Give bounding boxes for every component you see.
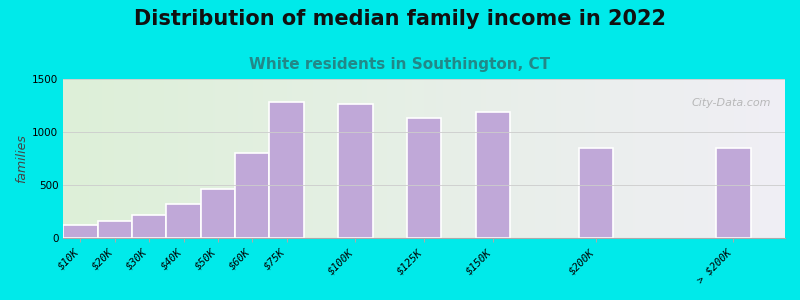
- Bar: [476, 112, 510, 238]
- Bar: [132, 215, 166, 238]
- Text: Distribution of median family income in 2022: Distribution of median family income in …: [134, 9, 666, 29]
- Y-axis label: families: families: [15, 134, 28, 183]
- Bar: [166, 204, 201, 238]
- Text: City-Data.com: City-Data.com: [691, 98, 770, 108]
- Bar: [235, 153, 270, 238]
- Bar: [63, 225, 98, 238]
- Bar: [98, 221, 132, 238]
- Bar: [716, 148, 750, 238]
- Bar: [407, 118, 442, 238]
- Bar: [270, 102, 304, 238]
- Text: White residents in Southington, CT: White residents in Southington, CT: [250, 57, 550, 72]
- Bar: [338, 104, 373, 238]
- Bar: [201, 189, 235, 238]
- Bar: [578, 148, 613, 238]
